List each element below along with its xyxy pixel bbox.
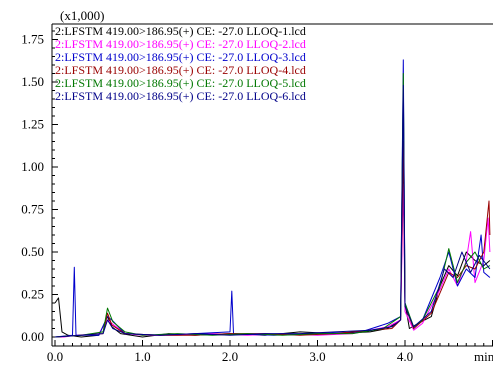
y-tick-label: 1.50 [21,74,44,89]
legend: 2:LFSTM 419.00>186.95(+) CE: -27.0 LLOQ-… [55,24,306,103]
legend-entry-lloq-2: 2:LFSTM 419.00>186.95(+) CE: -27.0 LLOQ-… [55,37,306,51]
trace-line-lloq-1 [54,158,491,338]
y-tick-label: 0.75 [21,202,44,217]
x-tick-label: 4.0 [397,349,413,364]
trace-line-lloq-5 [54,73,491,338]
x-axis-unit-label: min [474,349,493,364]
x-tick-label: 2.0 [222,349,238,364]
legend-entry-lloq-3: 2:LFSTM 419.00>186.95(+) CE: -27.0 LLOQ-… [55,50,306,64]
legend-entry-lloq-1: 2:LFSTM 419.00>186.95(+) CE: -27.0 LLOQ-… [55,24,306,38]
y-tick-label: 1.75 [21,32,44,47]
x-tick-label: 1.0 [134,349,150,364]
y-tick-label: 1.25 [21,117,44,132]
legend-entry-lloq-6: 2:LFSTM 419.00>186.95(+) CE: -27.0 LLOQ-… [55,89,306,103]
trace-line-lloq-6 [54,84,491,338]
trace-line-lloq-4 [54,141,491,338]
y-tick-label: 0.25 [21,287,44,302]
y-multiplier-label: (x1,000) [60,8,104,23]
traces [54,59,491,338]
x-tick-label: 3.0 [309,349,325,364]
y-tick-label: 1.00 [21,159,44,174]
legend-entry-lloq-4: 2:LFSTM 419.00>186.95(+) CE: -27.0 LLOQ-… [55,63,306,77]
y-tick-label: 0.50 [21,244,44,259]
legend-entry-lloq-5: 2:LFSTM 419.00>186.95(+) CE: -27.0 LLOQ-… [55,76,306,90]
axes: 0.00 0.25 0.50 0.75 1.00 1.25 1.50 1.75 0.0 1.0 2.… [21,23,493,364]
y-tick-label: 0.00 [21,329,44,344]
x-tick-label: 0.0 [47,349,63,364]
